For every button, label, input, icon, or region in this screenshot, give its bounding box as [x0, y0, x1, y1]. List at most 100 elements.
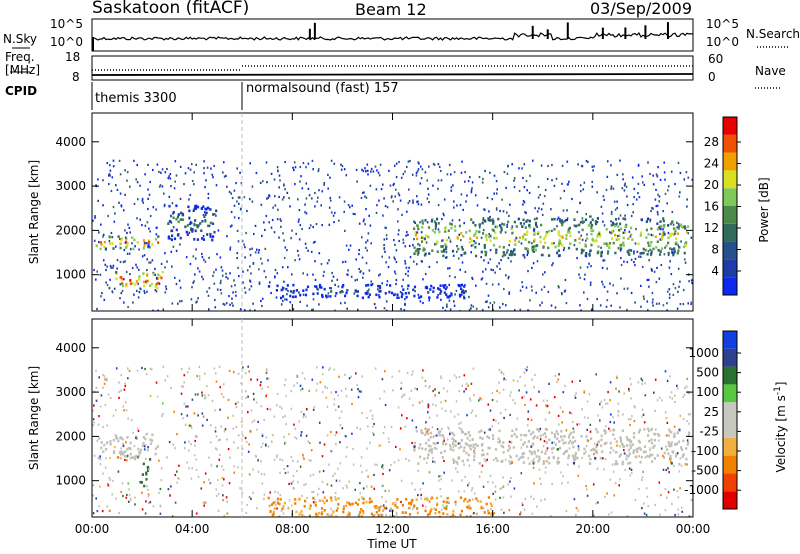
power-cell: [152, 206, 155, 209]
velocity-cell: [106, 505, 109, 508]
velocity-cell: [277, 491, 279, 494]
velocity-cell: [311, 378, 314, 381]
power-cell: [446, 305, 448, 308]
power-cell: [302, 293, 305, 296]
velocity-cell: [554, 443, 558, 446]
power-cell: [283, 196, 285, 199]
power-cell: [370, 280, 373, 283]
velocity-cell: [314, 504, 317, 507]
velocity-cell: [379, 444, 382, 447]
velocity-cell: [687, 413, 690, 416]
power-cell: [165, 287, 168, 291]
velocity-cell: [510, 476, 512, 480]
velocity-cell: [188, 449, 190, 452]
power-cell: [333, 162, 336, 165]
velocity-cell: [360, 514, 363, 517]
power-cell: [211, 173, 214, 176]
velocity-cell: [656, 432, 660, 436]
velocity-cell: [537, 429, 541, 433]
velocity-cell: [154, 447, 158, 450]
power-cell: [122, 284, 125, 288]
power-cell: [456, 245, 458, 248]
velocity-cell: [511, 429, 514, 433]
power-cell: [427, 235, 430, 239]
power-cell: [119, 242, 122, 246]
velocity-cell: [589, 423, 592, 426]
power-cell: [409, 159, 411, 163]
velocity-cell: [228, 369, 231, 372]
velocity-cell: [644, 382, 646, 385]
velocity-cell: [436, 428, 439, 431]
velocity-cell: [118, 390, 120, 394]
velocity-cell: [455, 461, 458, 464]
velocity-cell: [471, 498, 474, 501]
power-cell: [464, 171, 466, 174]
velocity-cell: [129, 456, 132, 460]
velocity-cell: [548, 438, 551, 442]
velocity-cell: [145, 500, 147, 503]
power-cell: [662, 304, 665, 307]
power-cell: [620, 277, 622, 280]
power-cell: [484, 250, 487, 254]
power-cell: [662, 228, 664, 231]
power-cell: [370, 167, 373, 171]
power-cell: [420, 203, 423, 206]
velocity-cell: [432, 460, 434, 463]
power-cell: [327, 292, 330, 295]
velocity-cell: [330, 391, 333, 394]
velocity-cell: [542, 433, 544, 436]
power-cell: [623, 287, 626, 290]
velocity-cell: [405, 498, 408, 501]
velocity-cell: [550, 431, 554, 435]
power-cell: [298, 258, 301, 261]
velocity-cell: [108, 476, 111, 480]
velocity-cell: [172, 443, 174, 446]
velocity-cell: [589, 462, 592, 465]
velocity-cell: [676, 490, 679, 493]
velocity-cell: [523, 441, 526, 444]
power-cell: [402, 278, 404, 281]
power-cell: [591, 185, 594, 188]
power-cell: [114, 212, 116, 215]
power-cell: [312, 273, 314, 276]
power-cell: [116, 259, 119, 262]
velocity-cell: [320, 512, 323, 516]
power-cell: [158, 170, 160, 173]
power-cell: [444, 284, 447, 287]
velocity-colorbar-swatch: [723, 384, 737, 403]
velocity-cell: [554, 374, 557, 377]
velocity-cell: [444, 409, 447, 412]
velocity-cell: [125, 496, 128, 499]
velocity-cell: [589, 457, 592, 461]
velocity-cell: [361, 375, 363, 378]
power-cell: [397, 220, 399, 223]
velocity-cell: [486, 435, 489, 438]
power-cell: [166, 167, 168, 171]
velocity-cell: [443, 506, 446, 510]
power-cell: [143, 244, 146, 247]
power-cell: [658, 302, 660, 305]
velocity-cell: [391, 375, 393, 378]
power-cell: [309, 224, 312, 227]
velocity-cell: [476, 444, 479, 447]
power-cell: [361, 168, 363, 171]
power-cell: [476, 204, 479, 207]
velocity-cell: [665, 445, 667, 448]
power-cell: [414, 233, 418, 237]
power-cell: [419, 247, 421, 251]
velocity-cell: [573, 458, 576, 462]
power-cell: [626, 260, 629, 264]
velocity-cell: [691, 499, 693, 502]
power-colorbar-swatch: [723, 134, 737, 153]
velocity-cell: [557, 461, 561, 464]
velocity-cell: [588, 393, 591, 396]
power-cell: [640, 284, 642, 287]
power-cell: [206, 166, 209, 169]
velocity-cell: [186, 414, 189, 417]
power-cell: [591, 180, 593, 183]
velocity-cell: [315, 389, 318, 392]
power-cell: [239, 308, 242, 311]
velocity-cell: [592, 447, 595, 451]
velocity-cell: [403, 393, 406, 396]
velocity-cell: [308, 514, 311, 517]
